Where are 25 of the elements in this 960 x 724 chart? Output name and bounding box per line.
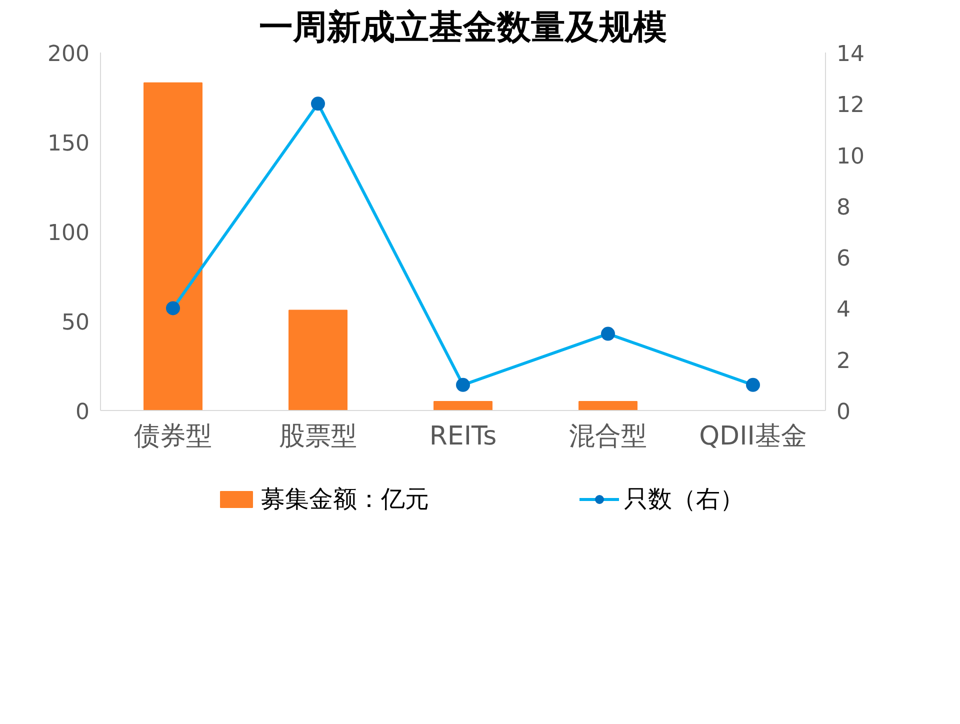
y2-tick-label: 12 bbox=[836, 93, 864, 118]
y2-tick-label: 14 bbox=[836, 42, 864, 67]
y-tick-label: 100 bbox=[48, 221, 90, 246]
y2-tick-label: 4 bbox=[836, 298, 850, 323]
x-tick-label: QDII基金 bbox=[699, 422, 807, 452]
y2-tick-label: 8 bbox=[836, 195, 850, 220]
bar bbox=[288, 310, 348, 410]
y-tick-label: 200 bbox=[48, 42, 90, 67]
x-tick-label: 债券型 bbox=[134, 422, 212, 452]
bar bbox=[578, 401, 638, 410]
y2-tick-label: 2 bbox=[836, 348, 850, 374]
legend-label: 募集金额：亿元 bbox=[261, 484, 429, 515]
x-tick-label: 股票型 bbox=[279, 422, 357, 452]
y-tick-label: 150 bbox=[48, 132, 90, 156]
legend-label: 只数（右） bbox=[624, 484, 744, 515]
x-tick-label: 混合型 bbox=[569, 422, 647, 452]
bar bbox=[144, 82, 202, 410]
bar bbox=[434, 401, 492, 410]
x-tick-label: REITs bbox=[429, 422, 497, 452]
chart-title: 一周新成立基金数量及规模 bbox=[259, 8, 667, 48]
y2-tick-label: 6 bbox=[836, 246, 850, 272]
y-tick-label: 50 bbox=[62, 310, 90, 336]
y-tick-label: 0 bbox=[76, 400, 90, 425]
y2-tick-label: 10 bbox=[836, 144, 864, 170]
y2-tick-label: 0 bbox=[836, 400, 850, 425]
